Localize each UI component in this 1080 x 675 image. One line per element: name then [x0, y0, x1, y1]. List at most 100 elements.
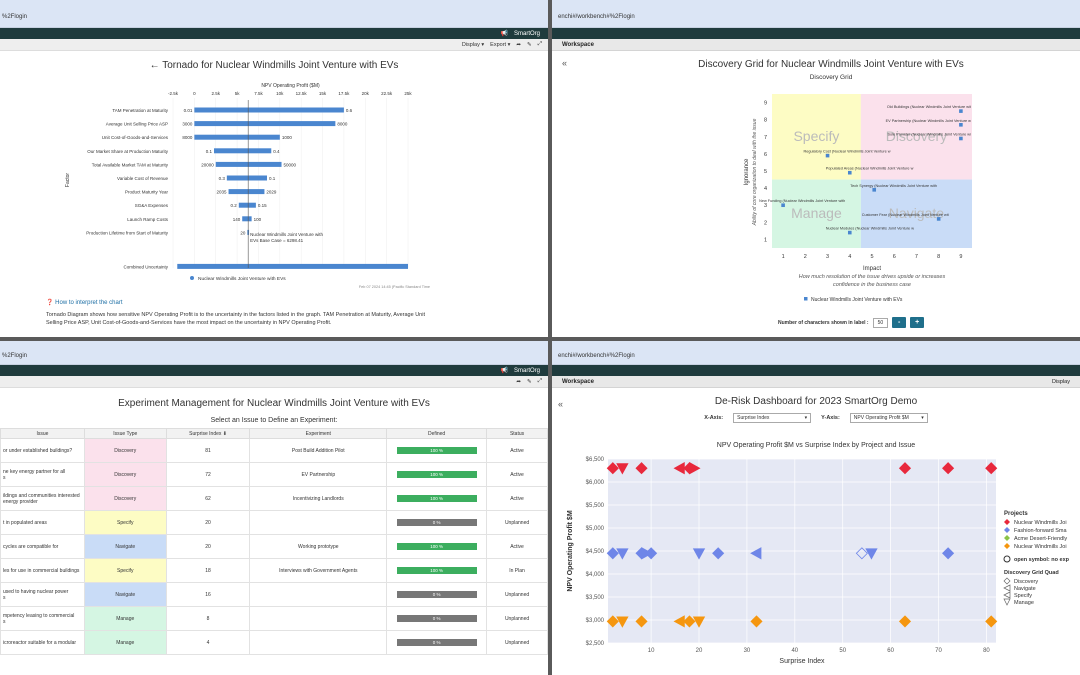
- experiment-cell: Working prototype: [249, 534, 388, 559]
- y-tick-label: $3,000: [586, 618, 605, 624]
- surprise-index-cell: 8: [165, 606, 251, 631]
- tornado-bar: [226, 175, 267, 181]
- column-header[interactable]: Defined: [386, 428, 488, 439]
- table-row[interactable]: les for use in commercial buildings Speci…: [0, 558, 548, 583]
- defined-cell: 100 %: [386, 558, 488, 583]
- surprise-index-cell: 62: [165, 486, 251, 511]
- x-tick-label: 25k: [404, 91, 412, 96]
- url-bar[interactable]: enchi#/workbench#%2Flogin: [552, 341, 1080, 365]
- x-tick-label: 22.5k: [381, 91, 393, 96]
- quadrant-navigate: [860, 179, 972, 248]
- bar-low-label: 2035: [217, 190, 228, 195]
- wrench-icon[interactable]: ✎: [526, 41, 532, 48]
- progress-bar: 0 %: [396, 639, 477, 646]
- table-row[interactable]: cycles are compatible for Navigate 20 Worki…: [0, 534, 548, 559]
- y-tick-label: $6,000: [586, 480, 605, 486]
- factor-label: Launch Ramp Costs: [127, 217, 169, 222]
- grid-point: [959, 123, 963, 127]
- status-cell: Unplanned: [486, 606, 548, 631]
- megaphone-icon[interactable]: 📢: [500, 31, 508, 37]
- column-header[interactable]: Surprise Index ⬇: [165, 428, 251, 439]
- scatter-point: [985, 615, 998, 628]
- table-row[interactable]: ne key energy partner for all s Discovery 7…: [0, 462, 548, 487]
- point-label: Populated Areas (Nuclear Windmills Joint…: [826, 167, 914, 171]
- wrench-icon[interactable]: ✎: [526, 378, 532, 385]
- display-menu[interactable]: Display: [1051, 378, 1070, 385]
- chart-title: NPV Operating Profit $M vs Surprise Inde…: [717, 442, 916, 449]
- y-tick-label: 5: [764, 169, 767, 175]
- page-title: ← Tornado for Nuclear Windmills Joint Ve…: [149, 60, 399, 71]
- y-tick-label: $3,500: [586, 595, 605, 601]
- scatter-point: [750, 615, 763, 628]
- expand-icon[interactable]: ⤢: [537, 378, 542, 384]
- question-icon: ❓: [46, 300, 54, 306]
- bar-low-label: 0.1: [206, 149, 213, 154]
- status-cell: Active: [486, 462, 548, 487]
- table-row[interactable]: mpetency leasing to commercial s Manage 8 0 …: [0, 606, 548, 631]
- table-subtitle: Select an Issue to Define an Experiment:: [210, 417, 338, 424]
- scatter-point: [692, 616, 706, 628]
- experiment-cell: [249, 582, 388, 607]
- factor-label: Variable Cost of Revenue: [117, 176, 168, 181]
- tornado-bar: [215, 161, 282, 167]
- x-tick-label: 2.5k: [211, 91, 220, 96]
- expand-icon[interactable]: ⤢: [537, 41, 542, 47]
- decrease-button[interactable]: -: [892, 317, 907, 328]
- column-header[interactable]: Issue: [0, 428, 85, 439]
- export-menu[interactable]: Export ▾: [490, 41, 511, 48]
- tornado-chart: NPV Operating Profit ($M) -2.5k 0 2.5k 5k 7.5…: [65, 83, 430, 289]
- legend-marker: [1004, 519, 1010, 525]
- surprise-index-cell: 81: [165, 438, 251, 463]
- collapse-icon[interactable]: «: [562, 58, 568, 68]
- tornado-bar: [242, 216, 252, 222]
- grid-point: [781, 203, 785, 208]
- url-bar[interactable]: %2Flogin: [0, 341, 548, 365]
- x-axis-select[interactable]: Surprise Index ▾: [733, 413, 812, 423]
- scatter-point: [606, 462, 619, 475]
- surprise-index-cell: 72: [165, 462, 251, 487]
- y-tick-label: $4,000: [586, 572, 605, 578]
- megaphone-icon[interactable]: 📢: [500, 368, 508, 374]
- legend-label: open symbol: no exp: [1014, 557, 1070, 563]
- share-icon[interactable]: ➦: [516, 41, 521, 48]
- share-icon[interactable]: ➦: [516, 378, 521, 385]
- defined-cell: 0 %: [386, 606, 488, 631]
- point-label: Regulatory Cost (Nuclear Windmills Joint…: [804, 150, 891, 154]
- y-axis-select[interactable]: NPV Operating Profit $M ▾: [849, 413, 928, 423]
- scatter-point: [606, 615, 619, 628]
- table-row[interactable]: or under established buildings? Discovery…: [0, 438, 548, 463]
- progress-bar: 100 %: [396, 495, 477, 502]
- legend-marker: [1003, 584, 1011, 592]
- legend-marker: [1003, 591, 1011, 599]
- x-tick-label: 15k: [319, 91, 327, 96]
- column-header[interactable]: Issue Type: [83, 428, 167, 439]
- collapse-icon[interactable]: «: [558, 399, 564, 409]
- progress-bar: 100 %: [396, 471, 477, 478]
- legend-label: Nuclear Windmills Joint Venture with EVs: [811, 297, 903, 303]
- chars-label: Number of characters shown in label :: [778, 319, 869, 326]
- display-menu[interactable]: Display ▾: [461, 41, 485, 48]
- table-row[interactable]: ildings and communities interested energy…: [0, 486, 548, 511]
- chars-input[interactable]: 50: [872, 317, 889, 328]
- experiment-cell: EV Partnership: [249, 462, 388, 487]
- help-link[interactable]: ❓ How to interpret the chart: [46, 300, 123, 306]
- table-row[interactable]: used to having nuclear power s Navigate 16 0…: [0, 582, 548, 607]
- scatter-point: [898, 615, 912, 628]
- url-bar[interactable]: enchi#/workbench#%2Flogin: [552, 0, 1080, 28]
- table-row[interactable]: icroreactor suitable for a modular Manage…: [0, 630, 548, 655]
- y-tick-label: 4: [764, 186, 767, 192]
- bar-high-label: 1000: [282, 135, 293, 140]
- url-bar[interactable]: %2Flogin: [0, 0, 548, 28]
- x-tick-label: 2: [804, 254, 807, 260]
- table-row[interactable]: t in populated areas Specify 20 0 % Unplanne…: [0, 510, 548, 535]
- issue-type-cell: Specify: [83, 510, 167, 535]
- annotation-line: Nuclear Windmills Joint Venture with: [250, 232, 323, 237]
- experiment-table: Issue Issue Type Surprise Index ⬇ Experimen…: [0, 428, 548, 655]
- y-tick-label: 2: [764, 220, 767, 226]
- column-header[interactable]: Experiment: [249, 428, 388, 439]
- y-axis-title: Factor: [65, 173, 71, 188]
- scatter-point: [855, 547, 868, 560]
- increase-button[interactable]: +: [910, 317, 925, 328]
- column-header[interactable]: Status: [486, 428, 548, 439]
- bar-high-label: 8000: [337, 122, 348, 127]
